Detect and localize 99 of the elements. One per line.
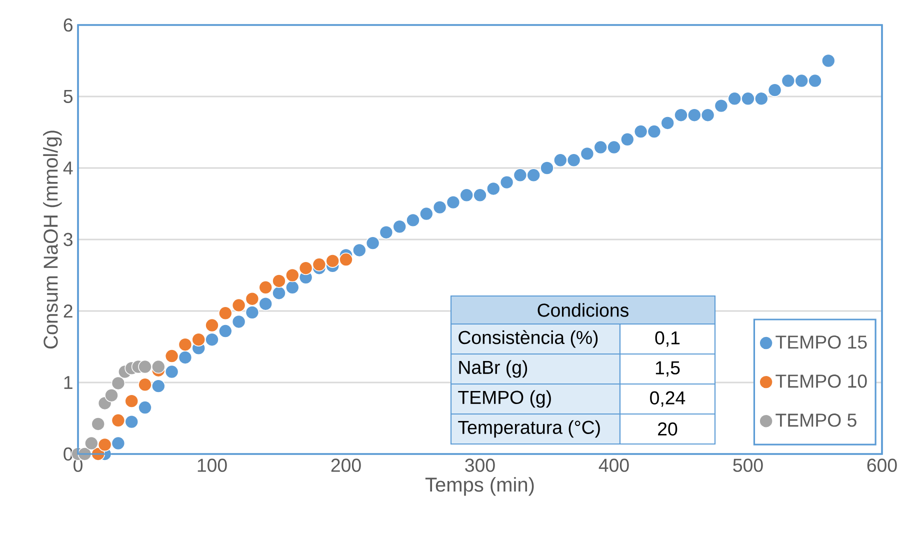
point bbox=[218, 324, 232, 338]
point bbox=[741, 92, 755, 106]
point bbox=[794, 74, 808, 88]
x-tick-label: 200 bbox=[331, 458, 361, 472]
point bbox=[205, 318, 219, 332]
point bbox=[446, 195, 460, 210]
x-tick-label: 600 bbox=[867, 458, 897, 472]
x-tick-label: 500 bbox=[733, 458, 763, 472]
point bbox=[124, 394, 139, 408]
point bbox=[419, 206, 434, 221]
x-axis-title: Temps (min) bbox=[425, 477, 534, 496]
point bbox=[460, 188, 474, 202]
point bbox=[647, 124, 662, 138]
y-tick-label: 4 bbox=[63, 162, 73, 174]
point bbox=[205, 332, 219, 346]
legend-label: TEMPO 10 bbox=[776, 374, 867, 388]
point bbox=[821, 54, 836, 68]
point bbox=[138, 400, 152, 414]
y-tick-label: 5 bbox=[64, 90, 73, 104]
point bbox=[104, 388, 118, 402]
point bbox=[540, 161, 554, 175]
point bbox=[285, 280, 300, 294]
point bbox=[607, 140, 621, 154]
annotation: Temperatura (°C) bbox=[458, 420, 600, 438]
point bbox=[594, 140, 608, 154]
point bbox=[245, 292, 260, 306]
point bbox=[178, 338, 192, 352]
legend-label: TEMPO 5 bbox=[776, 414, 856, 427]
point bbox=[245, 306, 260, 320]
point bbox=[192, 332, 206, 346]
point bbox=[513, 168, 528, 182]
y-tick-label: 6 bbox=[64, 18, 72, 32]
point bbox=[111, 376, 126, 390]
y-tick-label: 1 bbox=[64, 376, 72, 389]
point bbox=[258, 280, 273, 294]
point bbox=[687, 108, 702, 122]
point bbox=[366, 236, 380, 250]
point bbox=[714, 98, 728, 113]
point bbox=[432, 200, 447, 214]
point bbox=[164, 364, 179, 379]
point bbox=[258, 296, 273, 311]
point bbox=[660, 116, 674, 130]
annotation: Consistència (%) bbox=[458, 330, 598, 348]
point bbox=[152, 379, 166, 393]
x-tick-label: 400 bbox=[598, 458, 629, 472]
point bbox=[111, 413, 126, 428]
point bbox=[500, 175, 514, 190]
point bbox=[98, 438, 112, 452]
point bbox=[272, 286, 286, 300]
point bbox=[754, 92, 768, 106]
point bbox=[232, 314, 246, 329]
point bbox=[486, 182, 500, 196]
annotation: NaBr (g) bbox=[459, 360, 528, 378]
point bbox=[138, 378, 152, 392]
point bbox=[580, 146, 594, 161]
point bbox=[272, 274, 286, 288]
legend-label: TEMPO 15 bbox=[776, 335, 867, 349]
point bbox=[84, 436, 98, 450]
point bbox=[768, 83, 782, 97]
point bbox=[473, 188, 487, 202]
point bbox=[326, 254, 340, 268]
point bbox=[285, 268, 300, 282]
x-tick-label: 300 bbox=[465, 458, 495, 472]
point bbox=[634, 124, 648, 138]
y-tick-label: 2 bbox=[64, 304, 72, 318]
annotation: Condicions bbox=[538, 303, 628, 317]
point bbox=[553, 153, 568, 168]
annotation: 0,1 bbox=[655, 331, 680, 347]
point bbox=[138, 360, 152, 374]
point bbox=[566, 153, 581, 168]
point bbox=[152, 360, 166, 374]
point bbox=[218, 306, 232, 320]
point bbox=[232, 298, 246, 312]
point bbox=[91, 417, 106, 431]
point bbox=[298, 261, 313, 275]
point bbox=[352, 243, 366, 258]
annotation: 1,5 bbox=[656, 361, 680, 377]
y-tick-label: 3 bbox=[64, 232, 72, 246]
y-axis-title: Consum NaOH (mmol/g) bbox=[43, 130, 62, 348]
point bbox=[124, 414, 139, 429]
point bbox=[526, 168, 540, 182]
annotation: 0,24 bbox=[650, 391, 686, 407]
point bbox=[620, 132, 634, 146]
point bbox=[700, 108, 715, 122]
annotation: 20 bbox=[658, 422, 678, 436]
point bbox=[312, 258, 326, 272]
point bbox=[808, 74, 822, 88]
annotation: TEMPO (g) bbox=[458, 390, 551, 408]
point bbox=[164, 349, 179, 363]
point bbox=[392, 220, 406, 234]
point bbox=[178, 350, 192, 364]
point bbox=[379, 225, 394, 240]
point bbox=[111, 436, 126, 450]
point bbox=[781, 74, 796, 88]
point bbox=[674, 108, 688, 122]
x-tick-label: 100 bbox=[198, 458, 227, 472]
point bbox=[728, 92, 742, 106]
point bbox=[406, 213, 420, 228]
point bbox=[339, 252, 353, 266]
